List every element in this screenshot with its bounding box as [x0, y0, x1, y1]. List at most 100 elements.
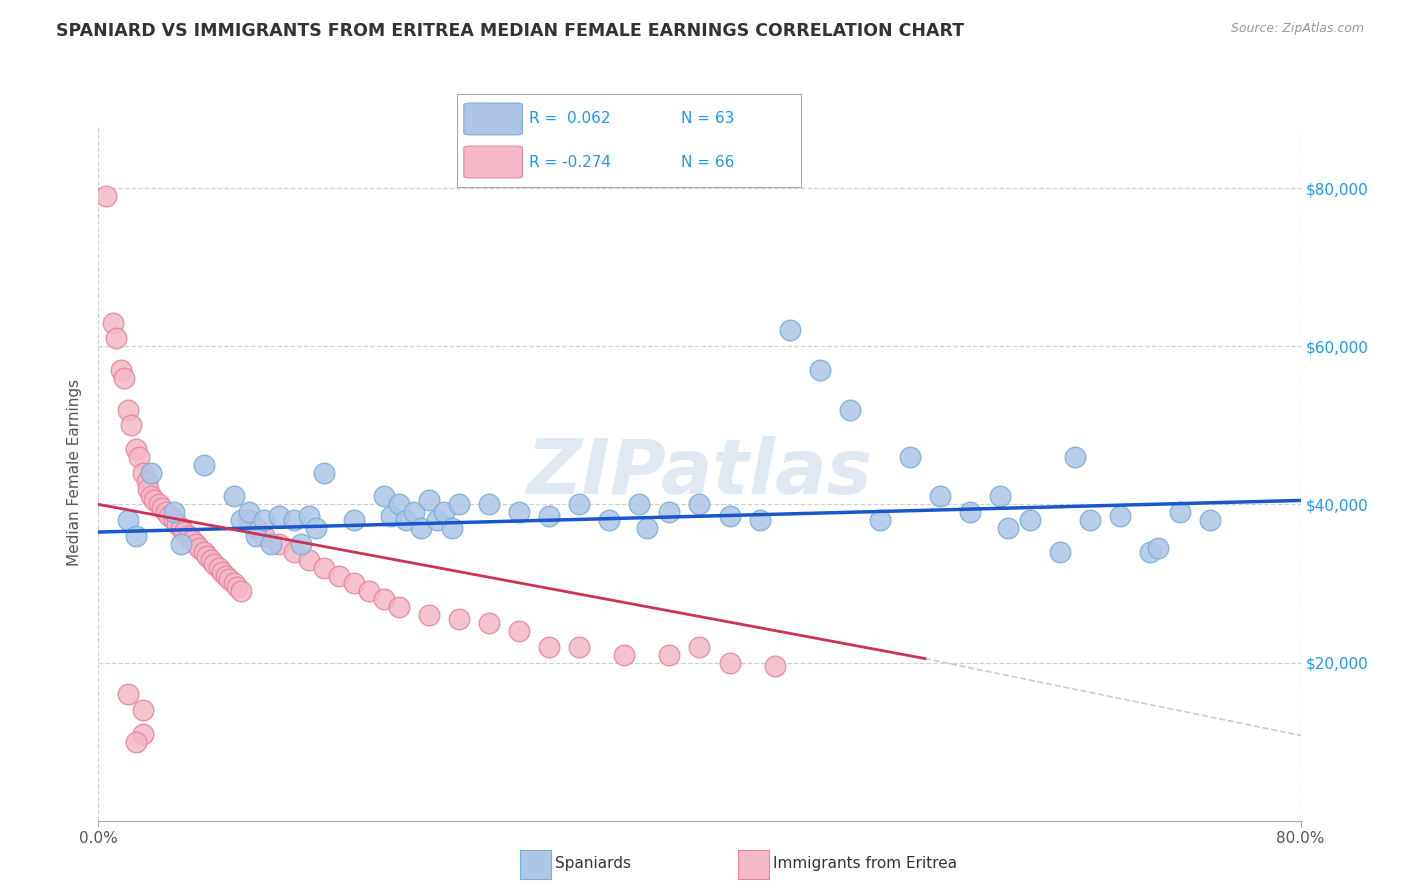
Point	[613, 648, 636, 662]
Point	[238, 505, 260, 519]
Point	[929, 490, 952, 504]
Point	[718, 509, 741, 524]
Text: N = 63: N = 63	[681, 112, 734, 127]
Point	[988, 490, 1011, 504]
Point	[298, 509, 321, 524]
Point	[312, 466, 335, 480]
Point	[357, 584, 380, 599]
Point	[166, 517, 188, 532]
Point	[117, 687, 139, 701]
Point	[148, 497, 170, 511]
Point	[312, 560, 335, 574]
Point	[447, 497, 470, 511]
Point	[1049, 545, 1071, 559]
Point	[231, 513, 253, 527]
Point	[1139, 545, 1161, 559]
Point	[253, 529, 276, 543]
Point	[373, 490, 395, 504]
Point	[132, 726, 155, 740]
Point	[117, 513, 139, 527]
Point	[1078, 513, 1101, 527]
Point	[132, 466, 155, 480]
Point	[508, 505, 530, 519]
Point	[283, 513, 305, 527]
FancyBboxPatch shape	[464, 103, 523, 135]
Point	[260, 537, 283, 551]
Text: Immigrants from Eritrea: Immigrants from Eritrea	[773, 856, 957, 871]
Point	[267, 509, 290, 524]
Point	[298, 552, 321, 567]
Point	[658, 505, 681, 519]
Point	[267, 537, 290, 551]
Point	[135, 474, 157, 488]
Point	[689, 497, 711, 511]
Point	[117, 402, 139, 417]
Y-axis label: Median Female Earnings: Median Female Earnings	[67, 379, 83, 566]
Point	[283, 545, 305, 559]
Point	[418, 493, 440, 508]
Point	[388, 497, 411, 511]
Text: R = -0.274: R = -0.274	[529, 154, 612, 169]
Point	[658, 648, 681, 662]
Point	[193, 458, 215, 472]
Point	[402, 505, 425, 519]
Point	[245, 529, 267, 543]
Point	[103, 316, 125, 330]
Point	[222, 490, 245, 504]
Point	[440, 521, 463, 535]
Point	[132, 703, 155, 717]
Point	[343, 576, 366, 591]
Point	[150, 501, 173, 516]
Point	[195, 549, 218, 563]
Point	[110, 363, 132, 377]
Point	[869, 513, 891, 527]
Point	[200, 552, 222, 567]
Point	[94, 189, 117, 203]
Point	[748, 513, 770, 527]
Point	[1146, 541, 1168, 555]
Text: Source: ZipAtlas.com: Source: ZipAtlas.com	[1230, 22, 1364, 36]
Point	[193, 545, 215, 559]
Point	[231, 584, 253, 599]
Point	[838, 402, 860, 417]
Point	[1019, 513, 1042, 527]
Point	[222, 576, 245, 591]
Point	[202, 557, 225, 571]
Point	[162, 513, 184, 527]
Point	[508, 624, 530, 638]
Point	[125, 442, 148, 456]
Point	[343, 513, 366, 527]
Point	[253, 513, 276, 527]
Point	[180, 533, 202, 547]
Point	[568, 640, 591, 654]
Point	[388, 600, 411, 615]
Point	[162, 505, 184, 519]
Point	[157, 509, 180, 524]
Point	[177, 529, 200, 543]
Point	[718, 656, 741, 670]
Point	[143, 493, 166, 508]
Point	[808, 363, 831, 377]
Point	[1199, 513, 1222, 527]
Text: ZIPatlas: ZIPatlas	[526, 436, 873, 509]
Text: R =  0.062: R = 0.062	[529, 112, 610, 127]
Point	[538, 640, 561, 654]
Point	[305, 521, 328, 535]
Point	[425, 513, 447, 527]
Point	[184, 537, 207, 551]
Point	[136, 482, 159, 496]
Point	[328, 568, 350, 582]
Point	[959, 505, 981, 519]
Point	[128, 450, 150, 464]
Point	[215, 568, 238, 582]
Text: Spaniards: Spaniards	[555, 856, 631, 871]
Point	[139, 490, 162, 504]
Point	[598, 513, 620, 527]
Point	[380, 509, 402, 524]
Text: SPANIARD VS IMMIGRANTS FROM ERITREA MEDIAN FEMALE EARNINGS CORRELATION CHART: SPANIARD VS IMMIGRANTS FROM ERITREA MEDI…	[56, 22, 965, 40]
Text: N = 66: N = 66	[681, 154, 734, 169]
Point	[188, 541, 211, 555]
Point	[373, 592, 395, 607]
Point	[898, 450, 921, 464]
Point	[245, 521, 267, 535]
